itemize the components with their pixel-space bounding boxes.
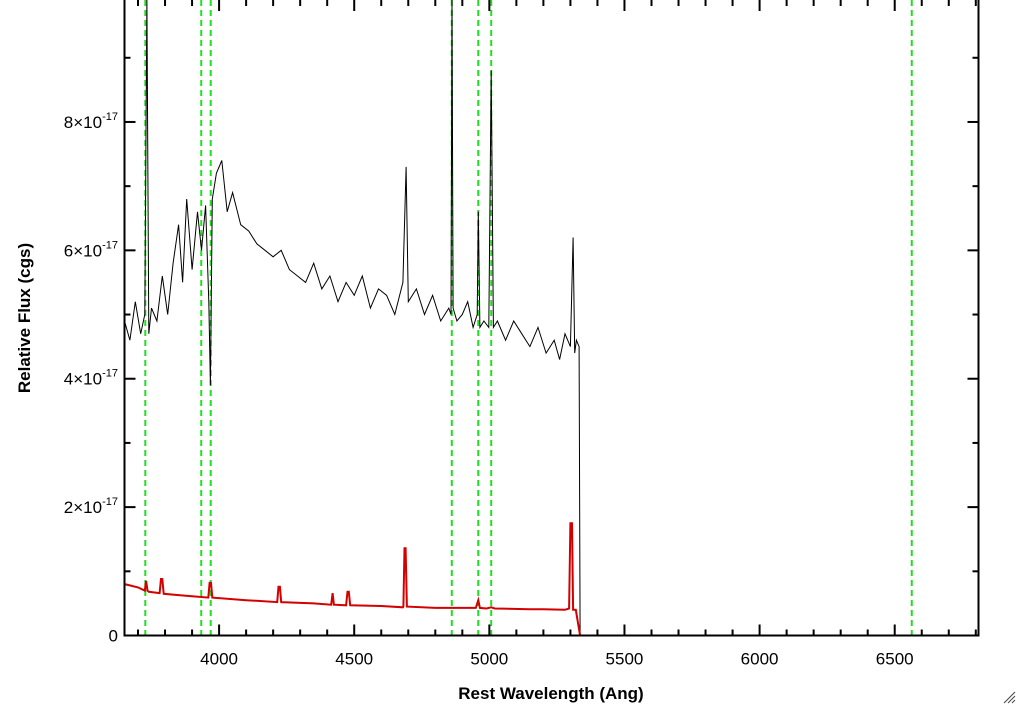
x-tick-label: 5000 <box>470 650 508 669</box>
x-tick-label: 4000 <box>200 650 238 669</box>
y-tick-label: 6×10-17 <box>64 239 118 260</box>
plot-frame <box>123 0 980 637</box>
error-line <box>124 522 979 637</box>
x-tick-label: 5500 <box>606 650 644 669</box>
x-axis-title: Rest Wavelength (Ang) <box>458 684 643 703</box>
x-tick-label: 4500 <box>335 650 373 669</box>
reference-lines <box>144 0 913 636</box>
tick-labels: 4000 4500 5000 5500 6000 6500 0 2×10-17 4×10-17 6… <box>64 111 914 669</box>
axes <box>123 0 980 637</box>
ticks <box>124 0 979 637</box>
y-tick-label: 2×10-17 <box>64 496 118 517</box>
resize-grip-icon[interactable] <box>1002 690 1016 704</box>
y-tick-label: 0 <box>109 627 118 646</box>
y-tick-label: 4×10-17 <box>64 368 118 389</box>
y-tick-label: 8×10-17 <box>64 111 118 132</box>
y-axis-title: Relative Flux (cgs) <box>15 243 34 393</box>
x-tick-label: 6500 <box>876 650 914 669</box>
spectrum-flux-line <box>124 0 979 636</box>
x-tick-label: 6000 <box>741 650 779 669</box>
series-layer <box>124 0 979 637</box>
